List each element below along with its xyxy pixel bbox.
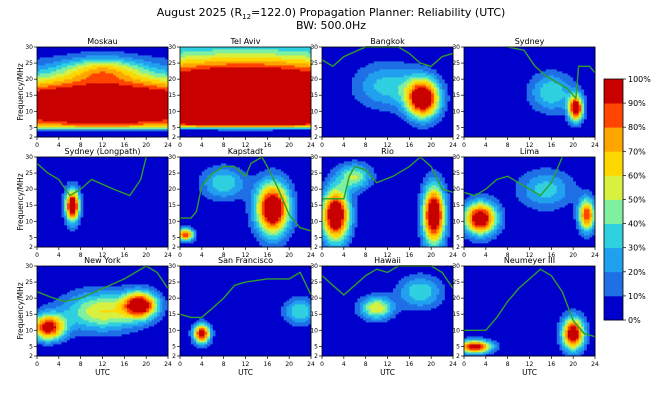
y-tick-label: 5 (172, 124, 176, 131)
x-tick-label: 24 (164, 142, 172, 149)
y-tick-label: 20 (168, 76, 176, 83)
x-tick-label: 20 (142, 142, 150, 149)
subplot-title: Tel Aviv (230, 37, 261, 46)
x-tick-label: 4 (200, 142, 204, 149)
y-tick-label: 20 (25, 76, 33, 83)
x-tick-label: 16 (264, 142, 272, 149)
x-tick-label: 4 (57, 142, 61, 149)
heatmap-cells (322, 47, 453, 137)
y-tick-label: 15 (25, 92, 33, 99)
y-tick-label: 5 (29, 124, 33, 131)
x-tick-label: 24 (307, 142, 315, 149)
y-tick-label: 10 (168, 108, 176, 115)
y-tick-label: 2 (172, 134, 176, 141)
y-axis-label: Frequency/MHz (16, 63, 25, 120)
y-tick-label: 30 (168, 44, 176, 51)
x-tick-label: 0 (35, 142, 39, 149)
x-tick-label: 8 (222, 142, 226, 149)
y-tick-label: 25 (168, 60, 176, 67)
x-tick-label: 20 (285, 142, 293, 149)
y-tick-label: 25 (25, 60, 33, 67)
heatmap-cells (37, 47, 168, 137)
subplot-title: Moskau (87, 37, 117, 46)
y-tick-label: 15 (168, 92, 176, 99)
subplot-moskau: 0 4 8 12 16 20 24251015202530MoskauFrequency/M… (16, 37, 172, 149)
y-tick-label: 2 (29, 134, 33, 141)
x-tick-label: 0 (178, 142, 182, 149)
y-tick-label: 10 (25, 108, 33, 115)
heatmap-cells (180, 47, 311, 137)
y-tick-label: 30 (25, 44, 33, 51)
subplot-bangkok: 0 4 8 12 16 20 24251015202530Bangkok (310, 37, 457, 149)
